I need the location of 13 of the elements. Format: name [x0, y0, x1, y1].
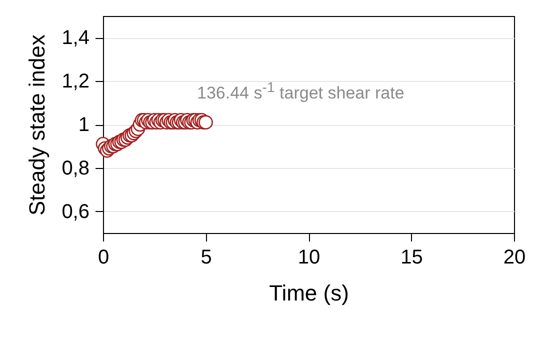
- x-tick-label: 20: [503, 246, 526, 268]
- x-tick-label: 5: [200, 246, 212, 268]
- x-tick-label: 0: [98, 246, 110, 268]
- annotation: 136.44 s$^{-1}$ target shear rate: [197, 80, 404, 104]
- y-tick-label: 0,6: [62, 200, 90, 223]
- x-tick-label: 10: [298, 246, 320, 268]
- x-tick-label: 15: [400, 246, 423, 268]
- y-tick-label: 1,2: [62, 70, 90, 93]
- y-axis-title: Steady state index: [24, 34, 50, 216]
- y-tick-label: 0,8: [62, 157, 90, 180]
- y-tick-label: 1,4: [62, 27, 90, 50]
- x-axis-title: Time (s): [269, 280, 349, 306]
- y-tick-label: 1: [78, 114, 90, 136]
